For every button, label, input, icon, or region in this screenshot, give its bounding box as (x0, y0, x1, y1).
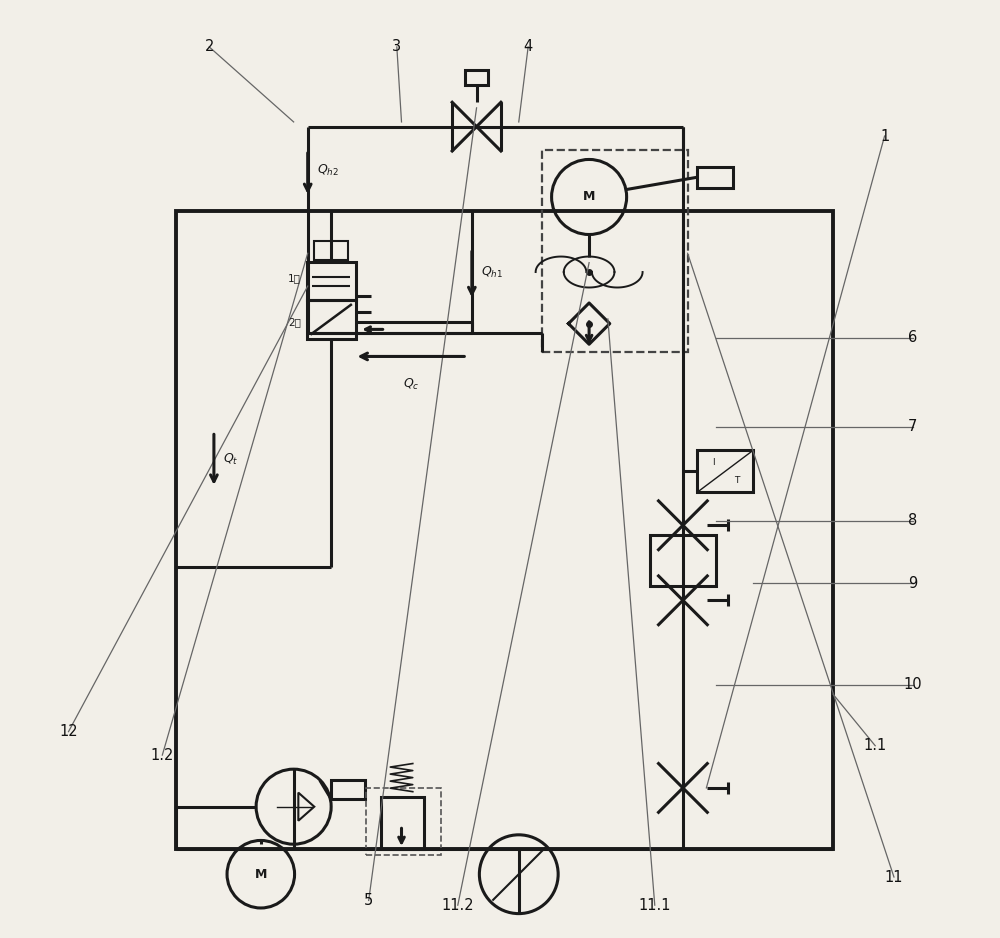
Text: 6: 6 (908, 330, 917, 345)
Text: 11.2: 11.2 (441, 898, 474, 913)
Text: 1.1: 1.1 (864, 738, 887, 753)
Text: 1: 1 (880, 129, 889, 144)
Bar (307, 300, 356, 339)
Bar (465, 70, 488, 85)
Text: 1位: 1位 (288, 274, 301, 283)
Bar (697, 167, 733, 188)
Text: 2: 2 (205, 39, 214, 54)
Bar (366, 788, 441, 855)
Text: $Q_c$: $Q_c$ (403, 377, 419, 392)
Text: I: I (713, 458, 715, 466)
Bar (176, 211, 833, 849)
Text: M: M (255, 868, 267, 881)
Bar (331, 780, 365, 799)
Text: 3: 3 (392, 39, 401, 54)
Text: 11: 11 (885, 870, 903, 885)
Bar (650, 535, 716, 586)
Text: 11.1: 11.1 (639, 898, 671, 913)
Bar (381, 797, 424, 849)
Text: $Q_{h1}$: $Q_{h1}$ (481, 265, 503, 280)
Text: 4: 4 (524, 39, 533, 54)
Text: 9: 9 (908, 576, 917, 591)
Text: 8: 8 (908, 513, 917, 528)
Bar (542, 150, 688, 352)
Text: T: T (734, 477, 739, 485)
Text: 10: 10 (903, 677, 922, 692)
Bar (697, 450, 753, 492)
Text: 7: 7 (908, 419, 917, 434)
Text: 2位: 2位 (288, 317, 301, 326)
Text: 12: 12 (59, 724, 78, 739)
Text: M: M (583, 190, 595, 204)
Text: 5: 5 (364, 893, 373, 908)
Bar (307, 262, 356, 300)
Bar (314, 241, 348, 260)
Text: $Q_{h2}$: $Q_{h2}$ (317, 163, 339, 178)
Text: $Q_t$: $Q_t$ (223, 452, 239, 467)
Text: 1.2: 1.2 (151, 748, 174, 763)
